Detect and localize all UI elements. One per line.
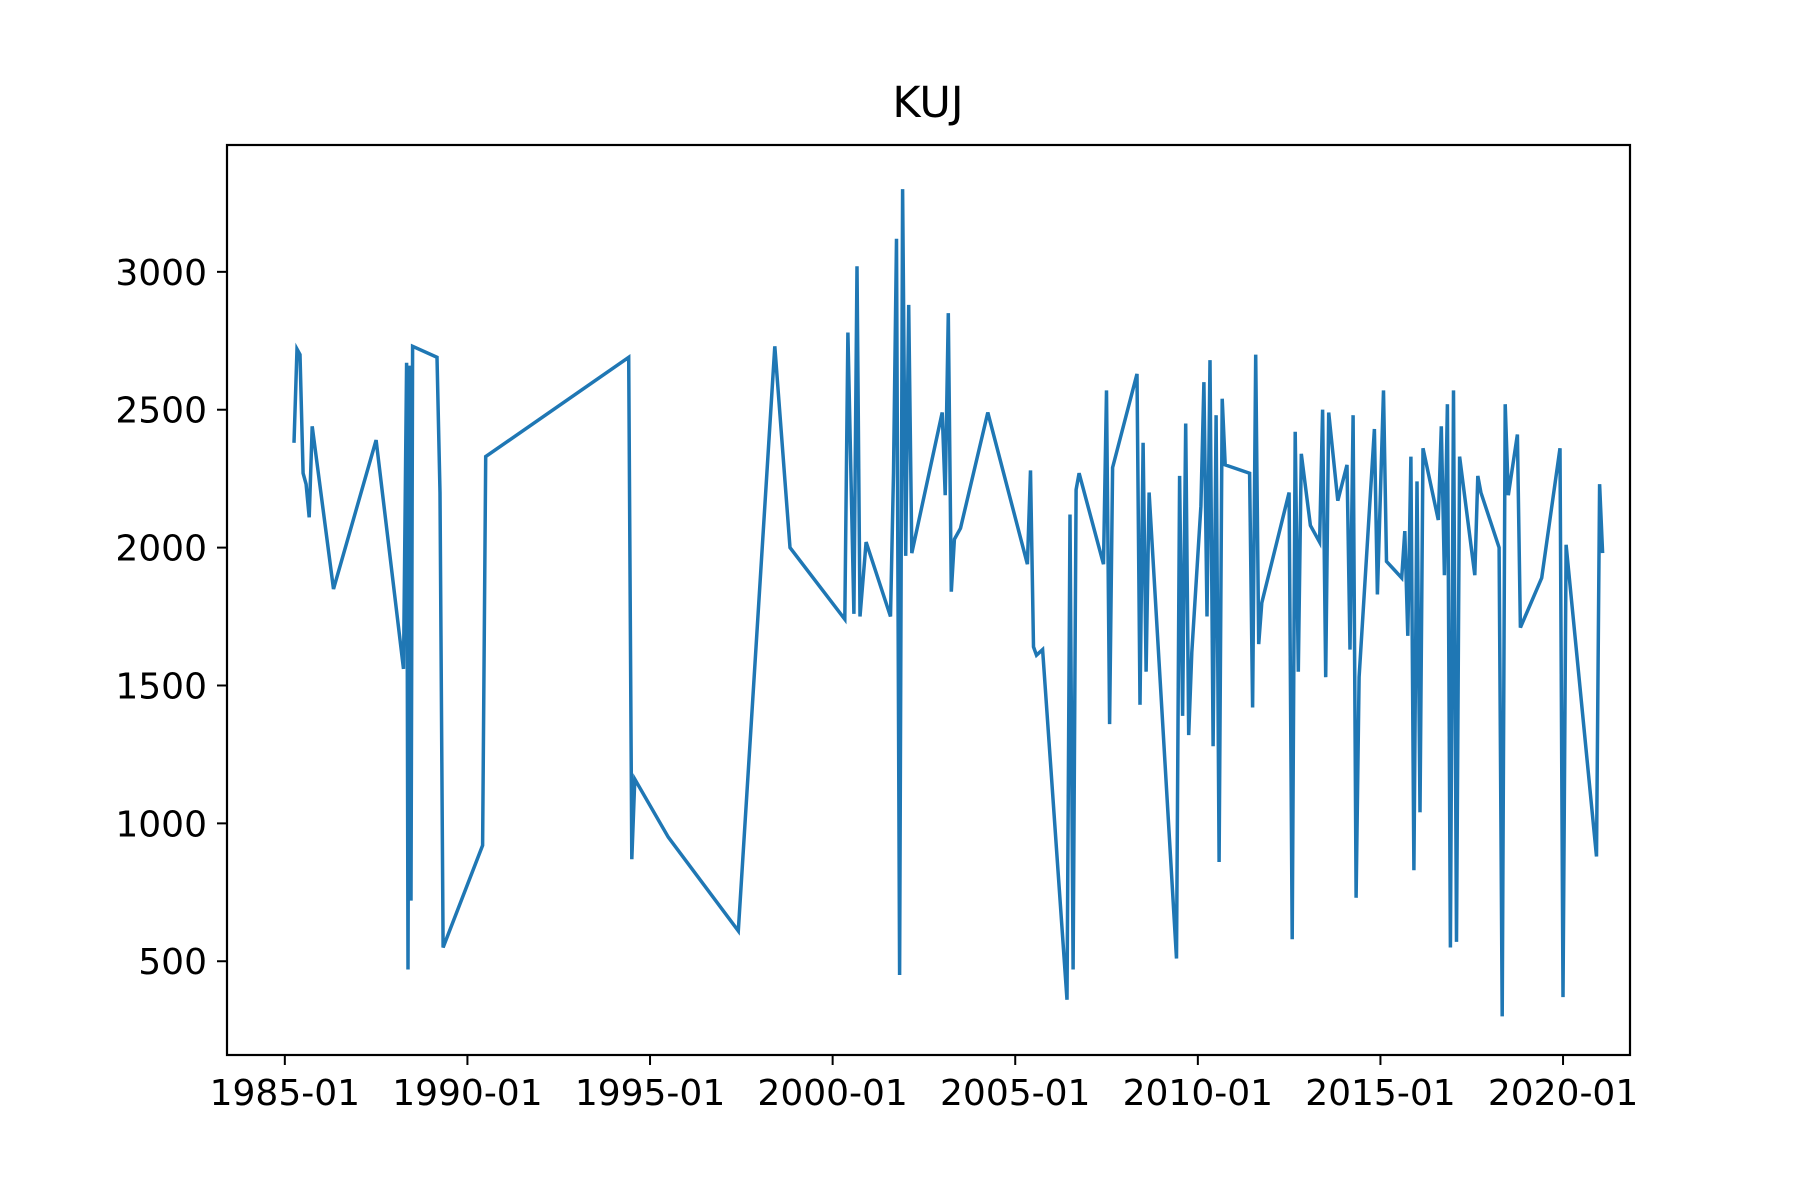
x-tick-label: 2005-01 [940, 1073, 1090, 1114]
x-tick-label: 1985-01 [210, 1073, 360, 1114]
y-tick-label: 2500 [115, 391, 207, 432]
chart-title: KUJ [892, 78, 963, 128]
x-tick-label: 1995-01 [575, 1073, 725, 1114]
y-tick-label: 3000 [115, 253, 207, 294]
x-tick-label: 2020-01 [1488, 1073, 1638, 1114]
x-tick-label: 1990-01 [392, 1073, 542, 1114]
plot-frame [225, 143, 1632, 1057]
y-tick-label: 1000 [115, 804, 207, 845]
x-tick-label: 2010-01 [1123, 1073, 1273, 1114]
series-layer [292, 189, 1605, 1017]
x-tick-label: 2015-01 [1305, 1073, 1455, 1114]
series-line-0 [292, 189, 1605, 1017]
y-tick-label: 2000 [115, 529, 207, 570]
y-tick-label: 500 [138, 942, 207, 983]
y-tick-label: 1500 [115, 666, 207, 707]
y-axis-ticks: 500 1000 1500 2000 2500 3000 [115, 253, 227, 983]
x-axis-ticks: 1985-01 1990-01 1995-01 2000-01 2005-01 2010-… [210, 1055, 1638, 1114]
x-tick-label: 2000-01 [757, 1073, 907, 1114]
